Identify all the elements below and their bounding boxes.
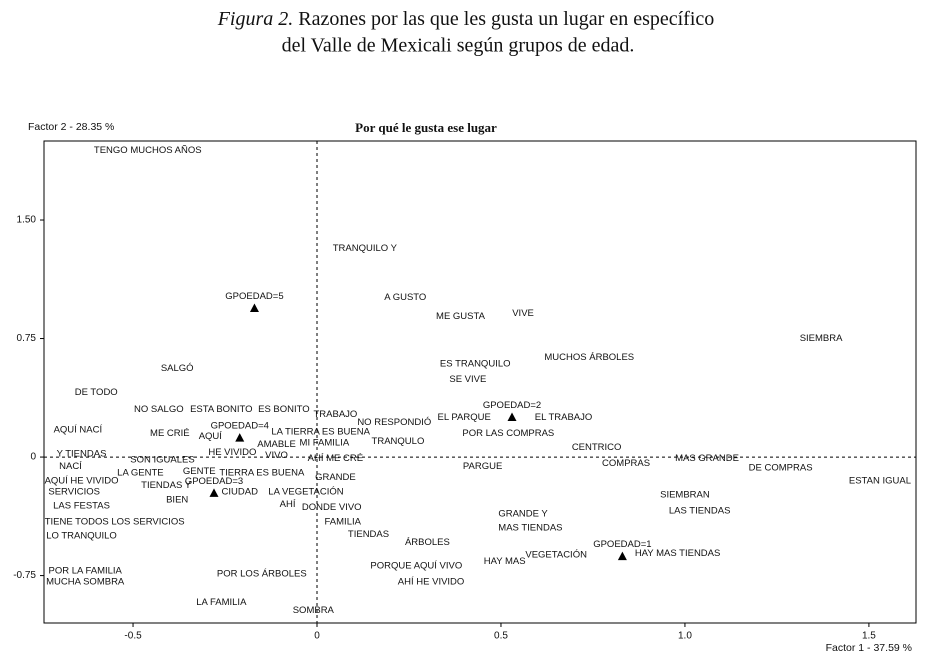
group-marker — [507, 412, 517, 422]
figure-label: Figura 2. — [217, 8, 294, 30]
group-label: GPOEDAD=4 — [211, 421, 269, 432]
y-tick-label: -0.75 — [13, 570, 36, 581]
point-label: POR LOS ÁRBOLES — [217, 569, 307, 580]
point-label: TENGO MUCHOS AÑOS — [94, 145, 202, 156]
point-label: HAY MAS TIENDAS — [635, 548, 721, 559]
x-tick-label: 0.5 — [494, 631, 508, 642]
x-tick-label: -0.5 — [124, 631, 142, 642]
point-label: MAS TIENDAS — [498, 523, 562, 534]
point-label: TIENE TODOS LOS SERVICIOS — [45, 516, 185, 527]
point-label: SERVICIOS — [48, 486, 100, 497]
point-label: AHÍ ME CRÉ — [308, 453, 363, 464]
point-label: POR LAS COMPRAS — [462, 428, 554, 439]
point-label: VIVO — [265, 450, 288, 461]
point-label: SON IGUALES — [130, 455, 194, 466]
point-label: AQUÍ HE VIVIDO — [45, 475, 119, 486]
point-label: A GUSTO — [384, 292, 426, 303]
point-label: DE TODO — [75, 387, 118, 398]
point-label: GRANDE Y — [498, 508, 548, 519]
point-label: POR LA FAMILIA — [49, 565, 123, 576]
point-label: TIERRA ES BUENA — [219, 467, 305, 478]
point-label: GRANDE — [315, 472, 356, 483]
point-label: BIEN — [166, 494, 188, 505]
point-label: CIUDAD — [222, 486, 259, 497]
point-label: TIENDAS Y — [141, 480, 192, 491]
point-label: EL PARQUE — [438, 412, 491, 423]
point-label: SIEMBRAN — [660, 490, 710, 501]
point-label: LO TRANQUILO — [46, 531, 117, 542]
point-label: MUCHOS ÁRBOLES — [544, 352, 634, 363]
chart-title: Por qué le gusta ese lugar — [355, 120, 497, 135]
point-label: FAMILIA — [325, 516, 362, 527]
point-label: SE VIVE — [449, 374, 486, 385]
group-marker — [235, 433, 245, 442]
group-marker — [617, 551, 627, 561]
point-label: AMABLE — [257, 439, 296, 450]
point-label: TIENDAS — [348, 529, 389, 540]
x-tick-label: 1.0 — [678, 631, 692, 642]
caption-line1: Figura 2. Razones por las que les gusta … — [217, 8, 715, 30]
point-label: AQUÍ — [199, 431, 223, 442]
group-marker — [249, 303, 259, 313]
y-tick-label: 1.50 — [17, 215, 37, 226]
point-label: NO SALGO — [134, 404, 184, 415]
point-label: LA TIERRA ES BUENA — [271, 426, 370, 437]
point-label: MI FAMILIA — [300, 437, 350, 448]
point-label: ES TRANQUILO — [440, 358, 511, 369]
point-label: NO RESPONDIÓ — [357, 417, 431, 428]
point-label: AHÍ — [280, 499, 296, 510]
group-label: GPOEDAD=5 — [225, 291, 283, 302]
point-label: GENTE — [183, 466, 216, 477]
caption-line2: del Valle de Mexicali según grupos de ed… — [282, 35, 635, 57]
point-label: SOMBRA — [293, 605, 335, 616]
point-label: LA GENTE — [117, 467, 163, 478]
point-label: HAY MAS — [484, 556, 526, 567]
y-axis-title: Factor 2 - 28.35 % — [28, 121, 114, 133]
point-label: ES BONITO — [258, 404, 310, 415]
point-label: PARGUE — [463, 461, 502, 472]
point-label: VIVE — [512, 308, 534, 319]
point-label: CENTRICO — [572, 442, 622, 453]
point-label: SALGÓ — [161, 363, 194, 374]
point-label: MUCHA SOMBRA — [46, 576, 125, 587]
point-label: AHÍ HE VIVIDO — [398, 576, 465, 587]
point-label: AQUÍ NACÍ — [54, 425, 103, 436]
group-label: GPOEDAD=3 — [185, 476, 243, 487]
point-label: LAS FESTAS — [53, 501, 110, 512]
caption-text: Razones por las que les gusta un lugar e… — [298, 8, 714, 30]
point-label: DE COMPRAS — [749, 463, 813, 474]
x-tick-label: 0 — [314, 631, 320, 642]
point-label: LA FAMILIA — [196, 597, 247, 608]
point-label: ME GUSTA — [436, 311, 486, 322]
group-label: GPOEDAD=2 — [483, 400, 541, 411]
point-label: NACÍ — [59, 461, 82, 472]
point-label: PORQUE AQUÍ VIVO — [370, 561, 462, 572]
point-label: TRANQULO — [372, 436, 425, 447]
y-tick-label: 0.75 — [17, 333, 37, 344]
point-label: EL TRABAJO — [535, 412, 593, 423]
point-label: TRABAJO — [313, 409, 357, 420]
point-label: ME CRIÉ — [150, 428, 190, 439]
point-label: LAS TIENDAS — [669, 505, 731, 516]
y-tick-label: 0 — [30, 452, 36, 463]
point-label: ÁRBOLES — [405, 537, 450, 548]
point-label: HE VIVIDO — [208, 447, 256, 458]
point-label: DONDE VIVO — [302, 502, 362, 513]
x-tick-label: 1.5 — [862, 631, 876, 642]
x-axis-title: Factor 1 - 37.59 % — [826, 642, 912, 654]
point-label: ESTAN IGUAL — [849, 475, 911, 486]
point-label: COMPRAS — [602, 458, 650, 469]
point-label: MAS GRANDE — [675, 453, 739, 464]
point-label: Y TIENDAS — [57, 448, 107, 459]
point-label: ESTA BONITO — [190, 404, 252, 415]
point-label: VEGETACIÓN — [525, 550, 587, 561]
group-marker — [209, 488, 219, 497]
plot-frame — [43, 140, 917, 624]
point-label: SIEMBRA — [800, 333, 843, 344]
point-label: LA VEGETACIÓN — [268, 486, 343, 497]
point-label: TRANQUILO Y — [333, 243, 398, 254]
group-label: GPOEDAD=1 — [593, 539, 651, 550]
